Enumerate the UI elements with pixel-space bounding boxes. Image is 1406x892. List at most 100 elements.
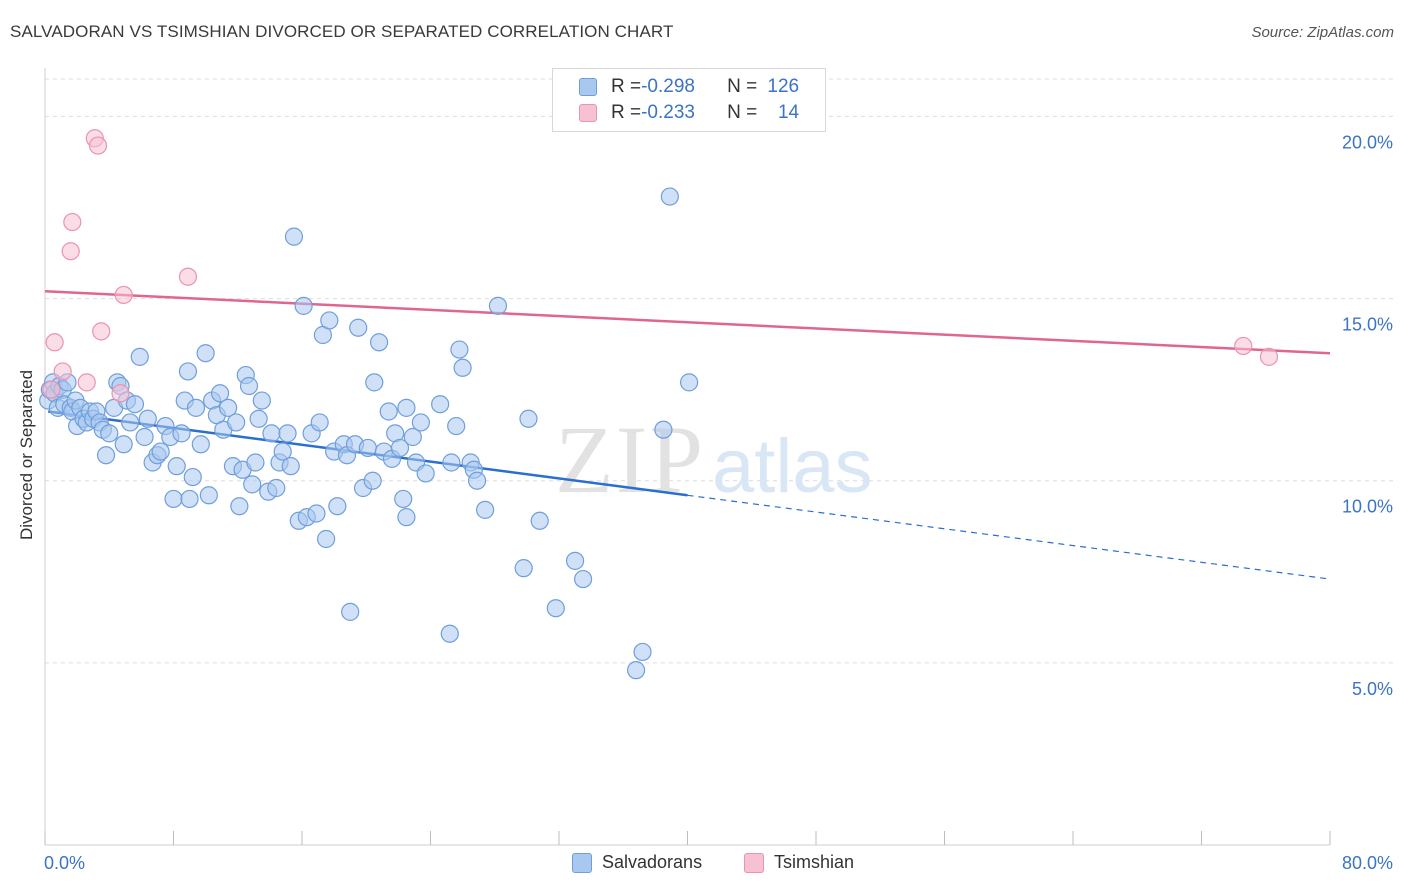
salvadoran-point — [100, 424, 119, 443]
salvadoran-point — [273, 442, 292, 461]
salvadoran-point — [476, 500, 495, 519]
r-value: -0.233 — [641, 102, 695, 123]
salvadoran-point — [403, 427, 422, 447]
salvadoran-point — [519, 409, 538, 428]
salvadoran-point — [680, 373, 699, 392]
x-tick-label: 0.0% — [44, 853, 85, 873]
salvadoran-point — [96, 446, 116, 465]
tsimshian-point — [114, 285, 133, 305]
salvadoran-point — [379, 402, 398, 421]
axes — [44, 68, 1331, 846]
salvadoran-point — [243, 475, 262, 494]
tsimshian-point — [77, 373, 96, 392]
tsimshian-point — [92, 322, 111, 341]
tsimshian-point — [63, 212, 82, 232]
legend-swatch-blue — [572, 852, 592, 873]
salvadoran-point — [130, 347, 149, 366]
legend-row-salvadorans: R = -0.298 N = 126 — [579, 75, 799, 99]
salvadoran-point — [530, 511, 549, 530]
salvadoran-point — [488, 296, 508, 315]
salvadoran-point — [219, 398, 238, 417]
salvadoran-point — [210, 384, 230, 403]
tick-labels: 5.0% 10.0% 15.0% 20.0% 0.0% 80.0% — [44, 132, 1393, 873]
salvadoran-point — [394, 489, 413, 509]
data-points — [39, 129, 1279, 680]
watermark-atlas: atlas — [712, 424, 873, 509]
salvadoran-point — [450, 340, 469, 359]
correlation-legend: R = -0.298 N = 126 R = -0.233 N = 14 — [552, 68, 826, 132]
legend-swatch-pink — [579, 104, 597, 122]
salvadoran-point — [431, 395, 450, 414]
y-tick-label: 15.0% — [1342, 315, 1393, 335]
salvadoran-point — [565, 551, 585, 570]
salvadoran-point — [546, 599, 565, 618]
salvadoran-point — [252, 391, 271, 410]
salvadoran-point — [514, 559, 533, 578]
salvadoran-point — [411, 413, 430, 432]
tsimshian-point — [111, 384, 130, 403]
x-tick-label: 80.0% — [1342, 853, 1393, 873]
bottom-legend-tsimshian[interactable]: Tsimshian — [744, 852, 854, 873]
salvadoran-point — [284, 227, 304, 246]
watermark: ZIP atlas — [555, 406, 873, 513]
salvadoran-point — [573, 569, 593, 589]
salvadoran-point — [397, 398, 416, 417]
salvadoran-point — [196, 344, 215, 363]
source-credit: Source: ZipAtlas.com — [1251, 24, 1394, 41]
r-label: R = — [611, 102, 642, 123]
bottom-legend-salvadorans[interactable]: Salvadorans — [572, 852, 702, 873]
salvadoran-trend-extension — [687, 494, 1331, 580]
tsimshian-point — [1234, 336, 1253, 356]
salvadoran-point — [191, 435, 210, 454]
salvadoran-point — [365, 373, 384, 392]
salvadoran-point — [349, 318, 368, 337]
tsimshian-trend-line — [44, 290, 1331, 355]
salvadoran-point — [267, 478, 286, 498]
salvadoran-point — [467, 471, 487, 490]
legend-label-salvadorans: Salvadorans — [602, 852, 703, 872]
salvadoran-point — [447, 416, 466, 436]
chart-title: SALVADORAN VS TSIMSHIAN DIVORCED OR SEPA… — [10, 22, 674, 41]
salvadoran-point — [183, 467, 202, 487]
n-label: N = — [727, 76, 758, 97]
salvadoran-point — [370, 333, 389, 352]
salvadoran-point — [307, 504, 326, 523]
salvadoran-point — [239, 376, 259, 396]
salvadoran-point — [281, 457, 300, 476]
legend-label-tsimshian: Tsimshian — [774, 852, 855, 872]
salvadoran-point — [262, 424, 281, 443]
salvadoran-point — [227, 413, 246, 432]
salvadoran-point — [114, 435, 133, 454]
legend-swatch-pink — [744, 852, 764, 873]
legend-row-tsimshian: R = -0.233 N = 14 — [579, 101, 799, 125]
r-value: -0.298 — [641, 76, 695, 97]
salvadoran-point — [316, 529, 336, 549]
watermark-zip: ZIP — [555, 406, 705, 513]
salvadoran-point — [125, 395, 145, 414]
salvadoran-point — [440, 624, 459, 643]
salvadoran-point — [328, 497, 347, 516]
salvadoran-point — [390, 438, 410, 458]
salvadoran-point — [654, 420, 673, 439]
y-tick-label: 10.0% — [1342, 497, 1393, 517]
salvadoran-point — [121, 413, 140, 432]
salvadoran-point — [453, 358, 472, 377]
salvadoran-point — [416, 464, 435, 483]
salvadoran-point — [278, 424, 297, 443]
tsimshian-point — [61, 242, 80, 261]
y-tick-label: 5.0% — [1352, 679, 1393, 699]
salvadoran-point — [363, 471, 382, 490]
salvadoran-point — [135, 427, 154, 447]
salvadoran-point — [230, 497, 249, 516]
salvadoran-point — [178, 362, 198, 381]
salvadoran-point — [660, 187, 679, 206]
salvadoran-point — [310, 413, 329, 432]
tsimshian-point — [1259, 347, 1279, 366]
salvadoran-point — [151, 442, 170, 461]
n-value: 14 — [777, 102, 800, 123]
tsimshian-point — [42, 380, 61, 399]
tsimshian-point — [88, 136, 108, 155]
salvadoran-point — [164, 489, 183, 509]
salvadoran-point — [294, 296, 313, 315]
salvadoran-point — [167, 457, 186, 476]
